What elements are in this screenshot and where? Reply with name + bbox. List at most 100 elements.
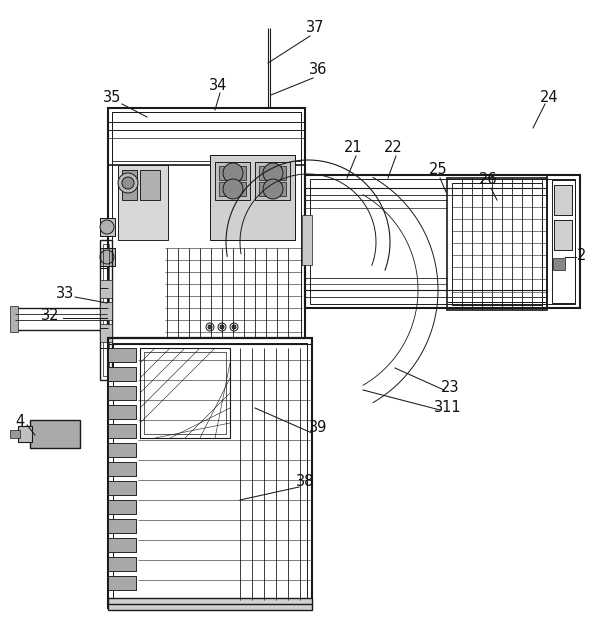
Bar (108, 424, 136, 438)
Bar (10, 306, 18, 332)
Bar (302, 215, 312, 265)
Bar (310, 179, 575, 304)
Text: 32: 32 (41, 309, 59, 324)
Bar (118, 165, 168, 240)
Bar (452, 183, 542, 305)
Bar (108, 348, 136, 362)
Circle shape (118, 173, 138, 193)
Text: 21: 21 (344, 141, 362, 156)
Circle shape (122, 177, 134, 189)
Bar (112, 112, 301, 338)
Bar (108, 348, 136, 362)
Circle shape (223, 179, 243, 199)
Bar (305, 175, 580, 308)
Circle shape (223, 163, 243, 183)
Bar (219, 166, 246, 180)
Bar (10, 430, 20, 438)
Bar (447, 178, 547, 310)
Bar (108, 500, 136, 514)
Bar (144, 352, 226, 434)
Bar (108, 443, 136, 457)
Bar (215, 162, 250, 200)
Bar (140, 170, 160, 200)
Bar (112, 112, 301, 161)
Bar (108, 386, 136, 400)
Bar (18, 426, 32, 442)
Bar (100, 218, 115, 236)
Text: 37: 37 (306, 21, 324, 36)
Bar (547, 175, 580, 308)
Text: 33: 33 (56, 286, 74, 301)
Bar (553, 258, 565, 270)
Bar (108, 557, 136, 571)
Bar (210, 155, 295, 240)
Bar (255, 162, 290, 200)
Text: 35: 35 (103, 89, 121, 104)
Text: 38: 38 (296, 474, 314, 489)
Bar (554, 185, 572, 215)
Bar (100, 302, 112, 320)
Bar (113, 343, 307, 603)
Bar (554, 220, 572, 250)
Bar (122, 170, 137, 200)
Bar (108, 338, 312, 608)
Text: 39: 39 (309, 421, 327, 436)
Bar (100, 248, 115, 266)
Bar (108, 481, 136, 495)
Bar (219, 182, 246, 196)
Bar (108, 108, 305, 338)
Circle shape (263, 163, 283, 183)
Bar (108, 462, 136, 476)
Bar (15, 308, 107, 330)
Bar (103, 244, 109, 376)
Circle shape (220, 325, 224, 329)
Bar (122, 170, 137, 200)
Bar (108, 598, 312, 610)
Bar (108, 367, 136, 381)
Bar (215, 162, 250, 200)
Bar (108, 481, 136, 495)
Circle shape (232, 325, 236, 329)
Bar (554, 220, 572, 250)
Text: 23: 23 (441, 381, 459, 396)
Bar (100, 240, 112, 380)
Bar (140, 170, 160, 200)
Bar (108, 519, 136, 533)
Text: 24: 24 (540, 89, 558, 104)
Bar (108, 557, 136, 571)
Bar (100, 218, 115, 236)
Text: 26: 26 (479, 173, 497, 188)
Bar (108, 519, 136, 533)
Text: 36: 36 (309, 62, 327, 78)
Bar (210, 155, 295, 240)
Text: 4: 4 (15, 414, 25, 429)
Bar (108, 576, 136, 590)
Circle shape (263, 179, 283, 199)
Bar (100, 324, 112, 342)
Bar (30, 420, 80, 448)
Bar (259, 166, 286, 180)
Bar (108, 462, 136, 476)
Bar (108, 538, 136, 552)
Bar (108, 405, 136, 419)
Bar (140, 348, 230, 438)
Bar (255, 162, 290, 200)
Circle shape (208, 325, 212, 329)
Bar (108, 386, 136, 400)
Bar (108, 405, 136, 419)
Bar (108, 576, 136, 590)
Bar (554, 185, 572, 215)
Bar (259, 182, 286, 196)
Bar (100, 280, 112, 298)
Bar (108, 443, 136, 457)
Text: 2: 2 (577, 248, 587, 262)
Text: 34: 34 (209, 78, 227, 92)
Bar (108, 424, 136, 438)
Circle shape (100, 250, 114, 264)
Text: 311: 311 (434, 401, 462, 416)
Bar (108, 500, 136, 514)
Text: 22: 22 (384, 141, 402, 156)
Bar (18, 426, 32, 442)
Text: 25: 25 (429, 162, 447, 177)
Bar (108, 367, 136, 381)
